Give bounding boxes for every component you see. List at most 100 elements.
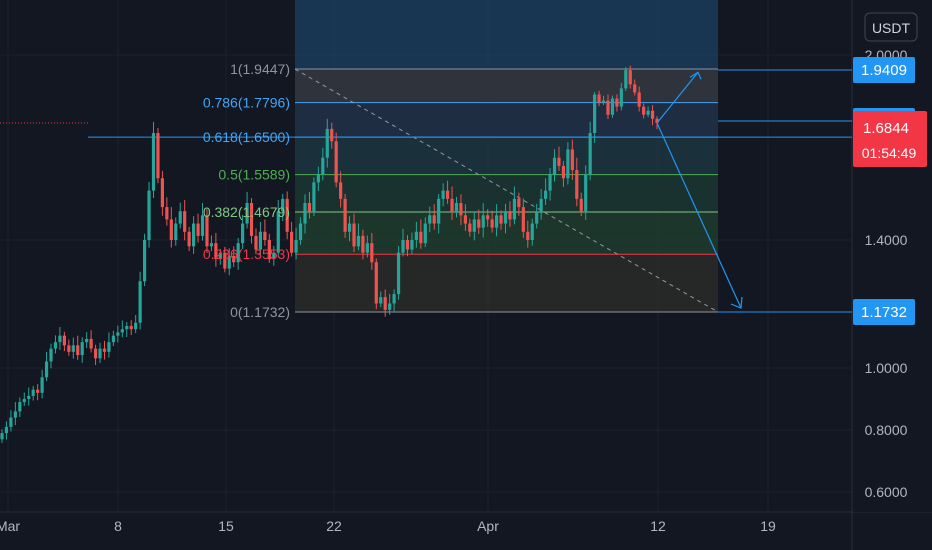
candle — [325, 118, 329, 168]
candle-body — [575, 170, 579, 199]
candle-body — [557, 157, 561, 166]
candle-body — [445, 190, 450, 199]
candle — [40, 369, 44, 399]
candle — [454, 196, 459, 218]
candle — [494, 204, 499, 237]
candle-body — [267, 240, 271, 260]
candle — [187, 226, 191, 252]
candle-body — [552, 157, 557, 175]
candle-body — [437, 198, 441, 224]
candle — [561, 160, 566, 187]
candle-body — [36, 389, 40, 393]
candle-body — [584, 174, 588, 212]
candle — [388, 293, 392, 315]
fib-level-label: 1(1.9447) — [230, 61, 290, 77]
candle — [499, 210, 503, 230]
candle-body — [463, 215, 468, 224]
candle-body — [642, 106, 646, 115]
price-label-text: 1.1732 — [861, 304, 907, 321]
candle-body — [396, 252, 401, 294]
candle-body — [450, 198, 454, 212]
candle — [401, 228, 405, 257]
candle-body — [298, 223, 303, 240]
candle-body — [80, 342, 84, 356]
candle — [249, 198, 254, 244]
candle — [552, 149, 557, 182]
candle — [628, 65, 632, 89]
candle-body — [44, 361, 49, 378]
price-tick-label: 0.8000 — [865, 422, 908, 438]
candle — [650, 105, 655, 126]
candle-body — [294, 240, 298, 253]
time-axis[interactable]: Mar 8 15 22 Apr 12 19 — [0, 518, 776, 534]
candle — [245, 191, 249, 229]
candle-body — [142, 240, 147, 282]
candle — [379, 291, 383, 308]
price-label-badge[interactable]: 1.1732 — [853, 299, 915, 325]
price-label-badge[interactable]: 1.9409 — [853, 57, 915, 83]
candle-body — [624, 70, 628, 89]
countdown-text: 01:54:49 — [862, 145, 917, 161]
candle — [548, 167, 552, 201]
candle — [410, 232, 414, 255]
candle-body — [503, 211, 508, 224]
candle — [521, 198, 525, 238]
candle-body — [76, 345, 80, 356]
candle — [392, 289, 396, 312]
candle — [405, 235, 410, 257]
candle — [570, 139, 574, 180]
candle — [116, 325, 120, 343]
price-axis[interactable]: 2.00001.40001.00000.80000.60001.94091.68… — [853, 0, 932, 512]
candle-body — [258, 231, 263, 250]
projection-down-line — [656, 122, 742, 309]
candle — [27, 387, 31, 406]
candle-body — [218, 252, 222, 260]
candle-body — [200, 215, 205, 236]
candle-body — [544, 190, 548, 199]
candle-body — [628, 70, 632, 85]
trend-projection-arrows[interactable] — [656, 71, 743, 309]
current-price-badge[interactable]: 1.6844 01:54:49 — [853, 110, 927, 167]
candle — [361, 229, 365, 260]
candle-body — [405, 240, 410, 250]
fib-zone — [295, 254, 718, 312]
candle — [370, 233, 374, 270]
candle — [343, 193, 347, 238]
time-tick-label: 8 — [114, 518, 122, 534]
candle — [36, 384, 40, 401]
candle — [156, 128, 160, 184]
candle-body — [343, 198, 347, 232]
candle-body — [165, 207, 169, 220]
candle — [450, 186, 454, 220]
candle-body — [539, 198, 543, 212]
candle — [102, 340, 107, 360]
candle-body — [27, 395, 31, 399]
candle-body — [588, 133, 592, 175]
fibonacci-retracement[interactable] — [0, 0, 852, 313]
candle-body — [125, 325, 129, 330]
candle — [44, 351, 49, 382]
candle — [76, 335, 80, 360]
candle-body — [432, 215, 436, 224]
candle-body — [40, 377, 44, 393]
currency-badge[interactable]: USDT — [864, 12, 918, 42]
candle-body — [71, 345, 75, 352]
candle-body — [601, 100, 606, 103]
candle-body — [290, 231, 294, 253]
candle — [227, 248, 231, 276]
candle-body — [468, 223, 472, 232]
candle-body — [494, 215, 499, 228]
candle-body — [637, 92, 641, 107]
candle-body — [209, 243, 214, 247]
candle — [205, 209, 209, 254]
candle — [490, 210, 494, 233]
candle-body — [9, 417, 13, 427]
candle-body — [254, 235, 258, 250]
fib-zone — [295, 137, 718, 175]
candle-body — [410, 240, 414, 250]
candle — [4, 421, 9, 440]
candle — [584, 165, 588, 220]
candle-body — [178, 211, 182, 224]
candle-body — [303, 202, 307, 224]
